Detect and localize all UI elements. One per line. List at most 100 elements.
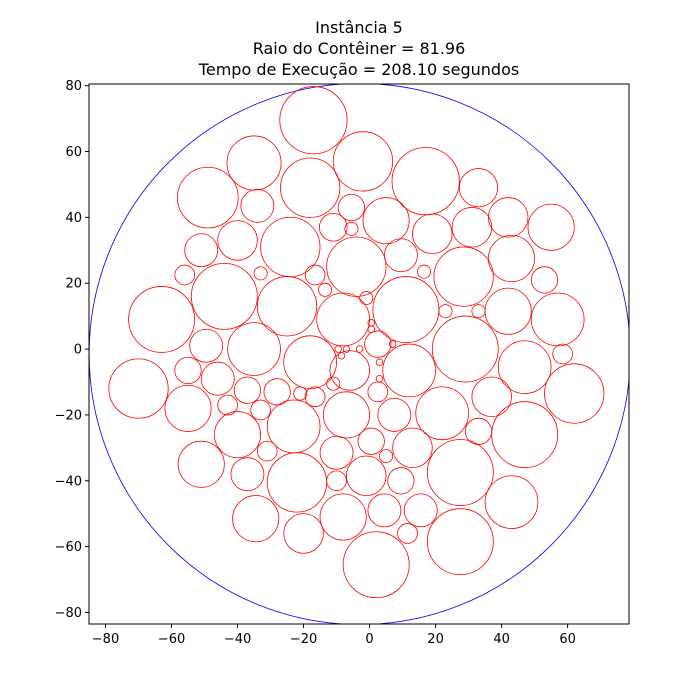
axis-layer: −80 −60 −40 −20 0 20 40 60 −80 −60 −40 −20 0 20 40 60 80	[55, 79, 576, 647]
packed-circle-6	[280, 157, 341, 218]
packed-circle-26	[417, 264, 432, 279]
packed-circle-47	[334, 345, 342, 353]
packed-circle-5	[226, 135, 282, 191]
packed-circle-13	[412, 213, 453, 255]
packed-circle-14	[451, 207, 493, 248]
packed-circle-53	[174, 356, 202, 385]
y-tick-label: 40	[65, 211, 82, 226]
packed-circle-65	[326, 376, 341, 391]
packed-circle-84	[177, 440, 225, 488]
packed-circle-91	[367, 493, 402, 528]
packed-circle-52	[552, 343, 573, 365]
packed-circle-1	[279, 86, 348, 155]
packed-circle-98	[426, 508, 494, 576]
packed-circle-16	[527, 203, 575, 251]
packed-circle-56	[375, 358, 384, 366]
packed-circle-68	[471, 376, 512, 418]
packed-circle-33	[359, 291, 374, 306]
packed-circle-32	[318, 282, 333, 297]
chart-title-line-2: Raio do Contêiner = 81.96	[253, 39, 466, 58]
packed-circle-31	[256, 276, 318, 337]
chart-title-line-3: Tempo de Execução = 208.10 segundos	[198, 60, 519, 79]
x-tick-label: −80	[92, 632, 119, 647]
packed-circle-94	[484, 475, 539, 529]
packed-circle-62	[263, 378, 291, 406]
packed-circle-10	[362, 197, 410, 245]
packed-circle-63	[293, 386, 308, 401]
packed-circle-48	[355, 345, 364, 353]
x-tick-label: −20	[290, 632, 317, 647]
packed-circle-80	[256, 440, 278, 462]
packed-circle-28	[530, 266, 559, 294]
packed-circle-27	[433, 246, 494, 307]
y-tick-label: 20	[65, 277, 82, 292]
packed-circle-72	[322, 391, 370, 439]
packed-circle-64	[304, 386, 326, 408]
packed-circle-4	[458, 168, 499, 208]
y-tick-label: −40	[55, 474, 82, 489]
x-tick-label: −40	[224, 632, 251, 647]
packed-circle-23	[174, 264, 196, 286]
packed-circle-18	[184, 233, 219, 268]
packed-circle-90	[426, 439, 494, 506]
y-tick-label: 60	[65, 145, 82, 160]
packed-circle-51	[431, 315, 499, 383]
packed-circle-45	[342, 345, 351, 353]
chart-title-line-1: Instância 5	[315, 18, 403, 37]
packed-circle-12	[344, 221, 359, 236]
packed-circle-2	[332, 131, 394, 192]
packed-circle-92	[403, 493, 438, 528]
x-tick-label: 0	[365, 632, 373, 647]
packed-circle-7	[177, 166, 239, 229]
x-tick-label: 20	[427, 632, 444, 647]
packed-circle-55	[329, 350, 370, 391]
packed-circle-49	[364, 330, 392, 358]
packed-circle-24	[253, 266, 268, 281]
y-tick-label: 80	[65, 79, 82, 94]
packed-circle-21	[384, 238, 418, 273]
packed-circle-87	[326, 470, 347, 492]
packed-circle-17	[217, 220, 258, 261]
packed-circle-70	[217, 394, 238, 416]
packed-circle-22	[487, 235, 535, 283]
packed-circle-42	[189, 328, 224, 363]
y-tick-label: −80	[55, 606, 82, 621]
packed-circle-15	[487, 197, 529, 238]
packed-circle-29	[128, 286, 196, 353]
packed-circle-61	[233, 376, 262, 404]
packed-circle-43	[227, 322, 281, 376]
packed-circle-58	[497, 340, 552, 394]
packed-circle-69	[544, 363, 605, 424]
x-tick-label: 60	[559, 632, 576, 647]
packed-circle-67	[375, 374, 384, 383]
packed-circle-11	[318, 212, 348, 242]
packed-circle-74	[415, 386, 469, 441]
packed-circle-36	[438, 304, 453, 319]
packed-circle-59	[108, 358, 169, 419]
packed-circle-50	[388, 340, 397, 348]
packed-circle-60	[164, 384, 212, 432]
packed-circle-93	[319, 493, 367, 541]
y-tick-label: −60	[55, 540, 82, 555]
y-tick-label: 0	[74, 343, 82, 358]
packed-circle-88	[346, 455, 387, 497]
plot-frame	[88, 83, 630, 625]
packed-circle-95	[232, 495, 280, 543]
packed-circle-81	[319, 435, 354, 470]
packed-circle-97	[397, 523, 418, 544]
packed-circle-79	[214, 411, 262, 459]
packed-circle-78	[491, 401, 559, 469]
packed-circle-9	[337, 193, 366, 222]
packed-circle-73	[377, 398, 412, 432]
packed-circle-38	[484, 287, 532, 335]
packed-circle-83	[392, 427, 433, 469]
packed-circle-71	[250, 399, 271, 421]
packed-circle-8	[240, 188, 275, 223]
packed-circle-57	[382, 343, 436, 398]
y-tick-label: −20	[55, 408, 82, 423]
x-tick-label: −60	[158, 632, 185, 647]
packed-circle-76	[357, 427, 385, 455]
packed-circle-30	[190, 262, 258, 330]
packed-circle-96	[283, 513, 324, 554]
